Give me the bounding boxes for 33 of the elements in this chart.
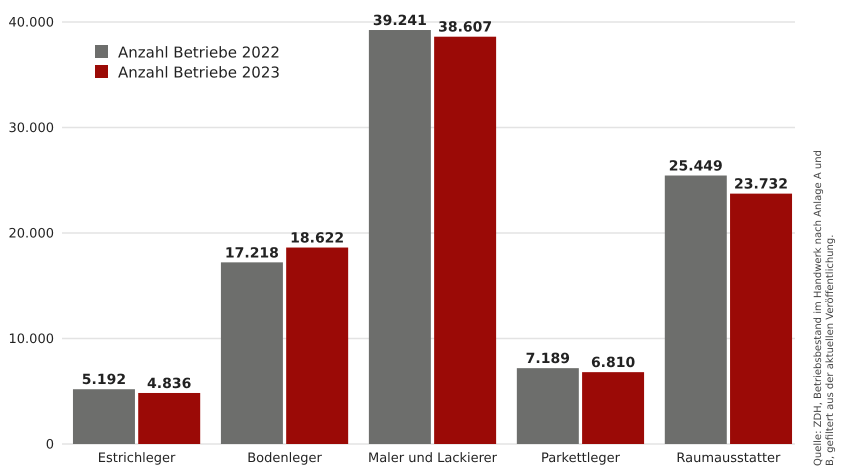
bar [368,30,431,444]
data-label: 38.607 [438,20,492,36]
bar [434,36,496,444]
x-tick-label: Raumausstatter [676,451,782,466]
bar [220,262,283,444]
data-label: 23.732 [734,176,788,193]
bar [582,372,644,444]
x-tick-label: Parkettleger [540,451,621,466]
bar [516,368,579,444]
data-label: 6.810 [590,355,636,372]
y-tick-label: 30.000 [8,121,54,136]
data-label: 25.449 [668,158,723,175]
source-note: Quelle: ZDH, Betriebsbestand im Handwerk nach Anlage A und B, gefiltert aus der aktuellen Veröffentlichung. [813,150,836,466]
data-label: 17.218 [224,245,279,262]
y-tick-label: 20.000 [8,226,54,242]
bar [138,392,200,444]
bar [664,176,727,444]
bar [286,248,348,444]
data-label: 5.192 [82,372,126,388]
data-label: 18.622 [290,230,344,247]
y-tick-label: 40.000 [8,16,54,31]
bar [72,389,135,444]
x-tick-label: Maler und Lackierer [368,451,498,466]
data-label: 39.241 [372,13,427,30]
x-tick-label: Bodenleger [247,451,322,466]
bar [730,194,792,444]
data-label: 4.836 [147,376,192,392]
legend-label: Anzahl Betriebe 2023 [118,63,280,82]
y-tick-label: 10.000 [8,332,54,348]
legend-label: Anzahl Betriebe 2022 [118,43,280,62]
data-label: 7.189 [526,351,570,368]
y-tick-label: 0 [46,438,54,453]
x-tick-label: Estrichleger [98,451,176,466]
